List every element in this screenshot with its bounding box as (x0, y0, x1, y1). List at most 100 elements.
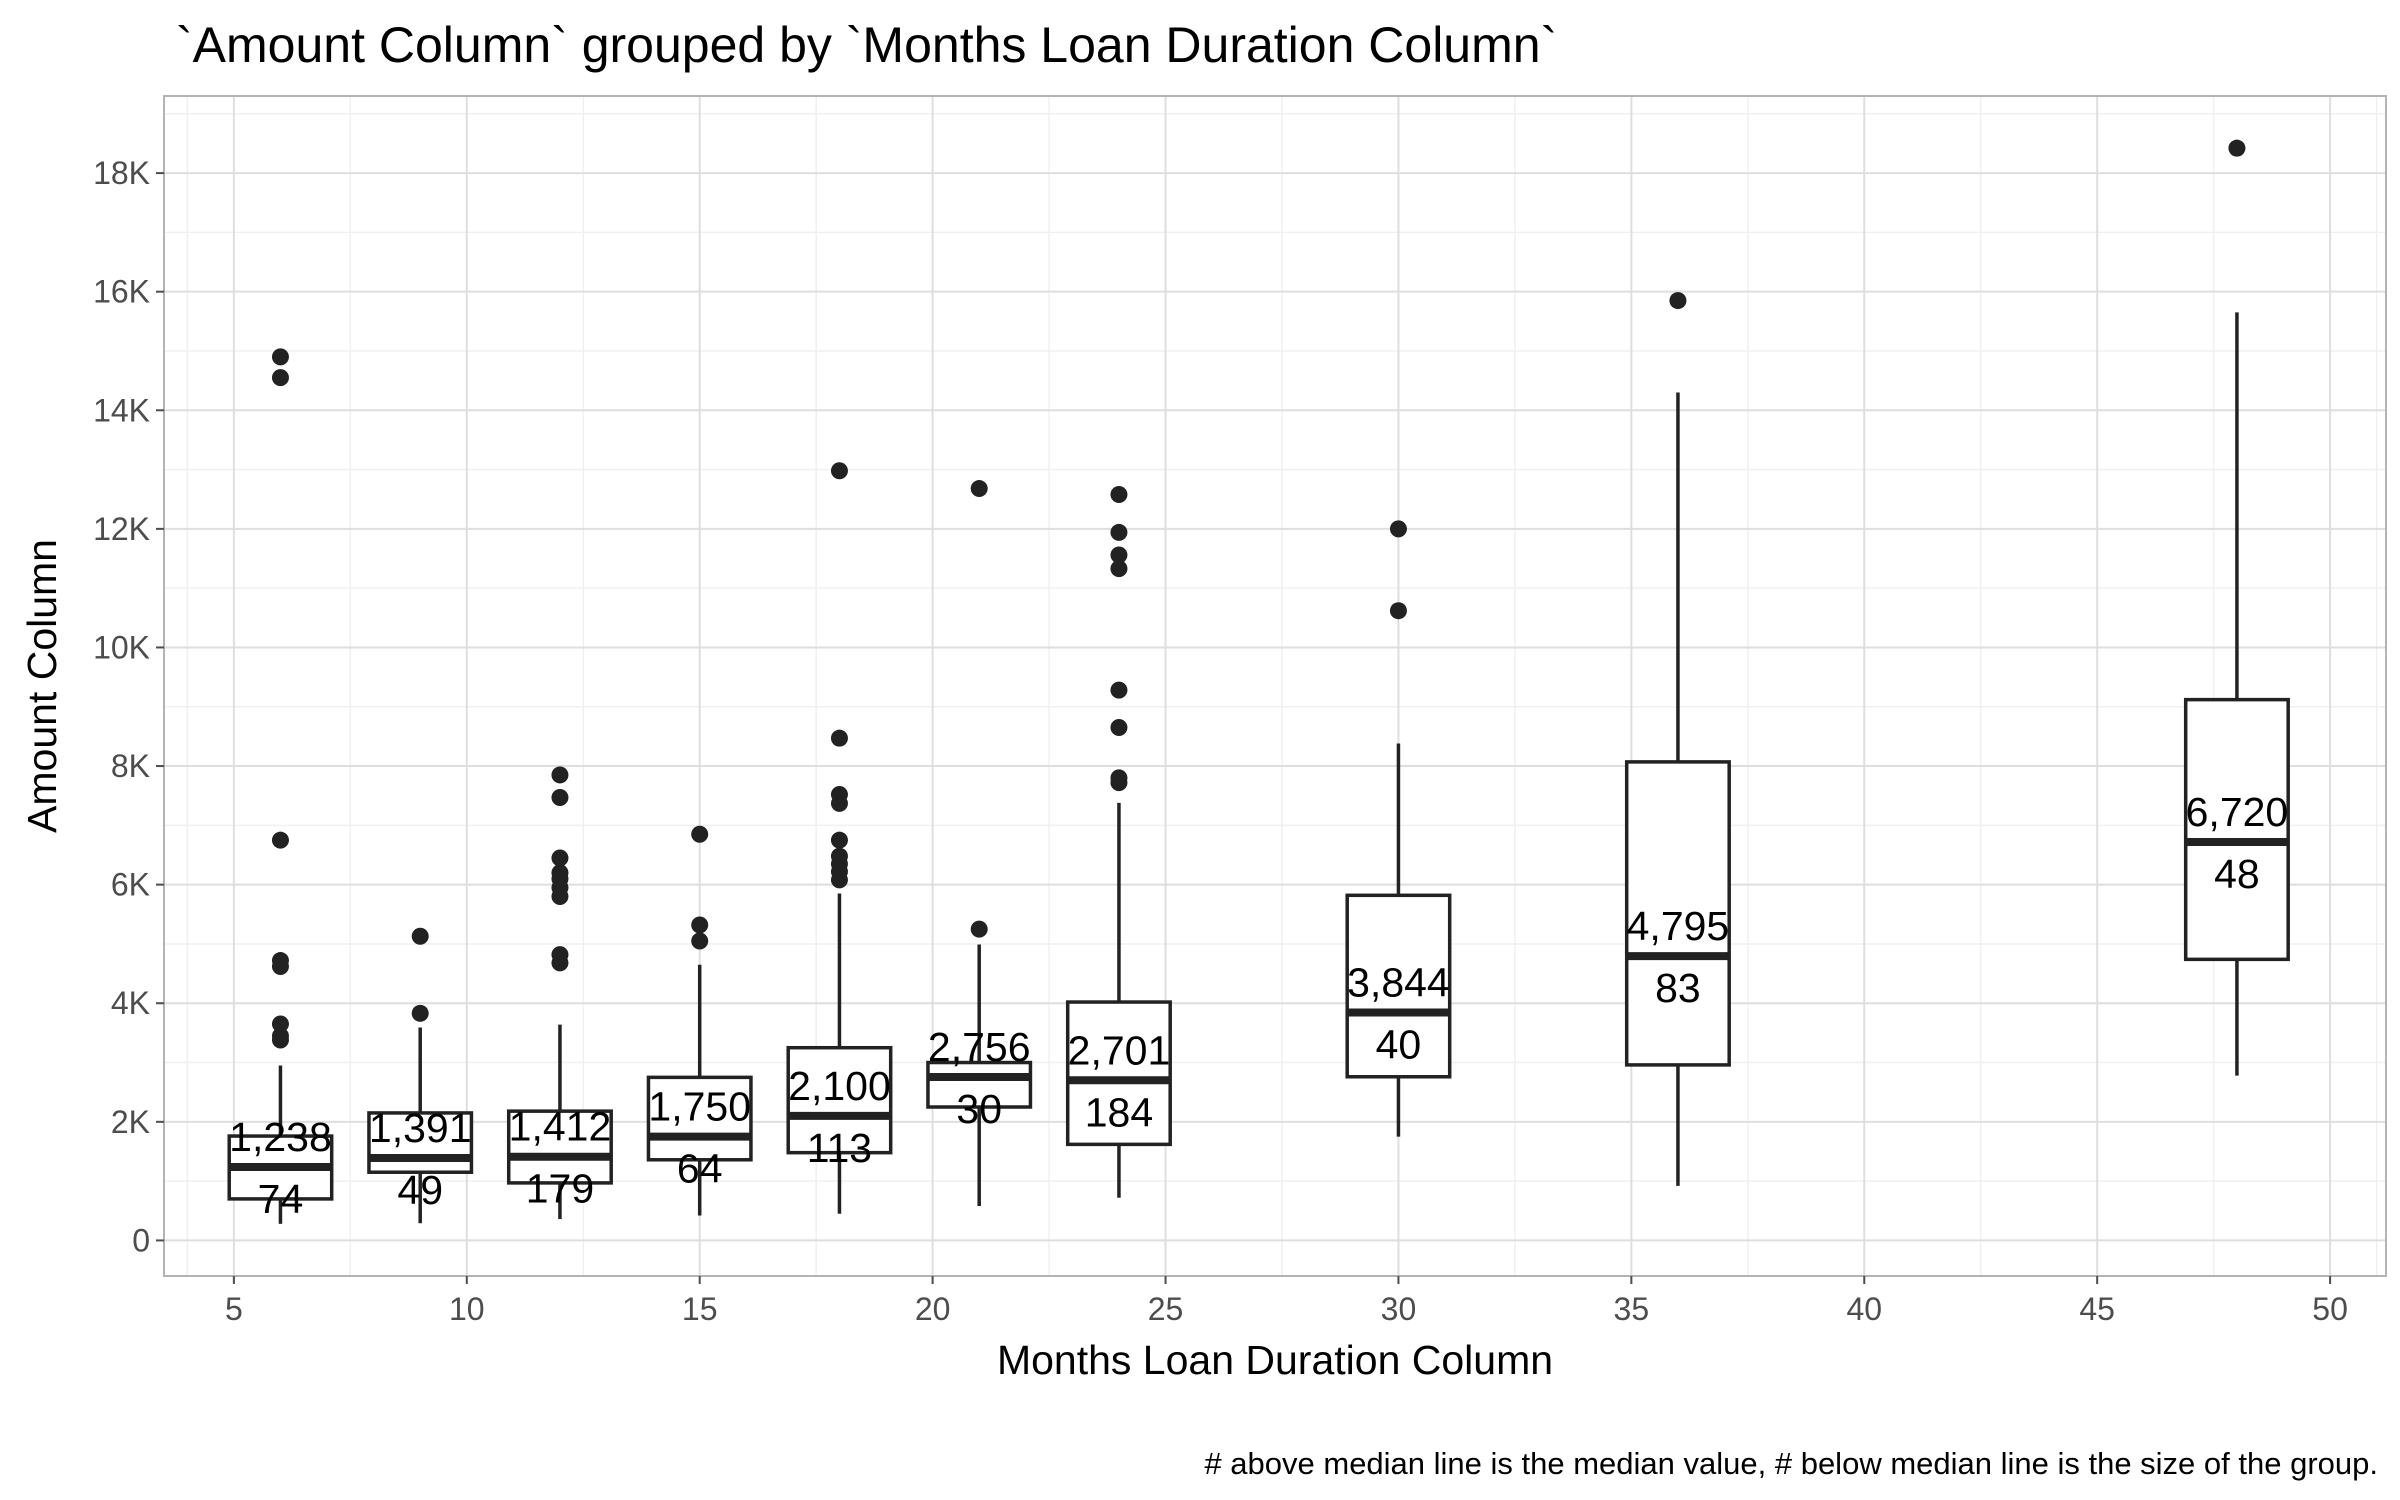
box-iqr (2183, 697, 2290, 962)
plot-panel-background (164, 96, 2386, 1276)
x-tick-label: 15 (682, 1291, 718, 1327)
outlier-point (1389, 520, 1407, 538)
x-tick-label: 50 (2312, 1291, 2348, 1327)
y-tick-label: 0 (132, 1222, 150, 1258)
box-group (227, 348, 334, 1224)
outlier-point (830, 831, 848, 849)
box-iqr (506, 1109, 613, 1185)
median-value-label: 2,701 (1068, 1027, 1171, 1073)
x-tick-label: 35 (1614, 1291, 1650, 1327)
outlier-point (271, 1015, 289, 1033)
outlier-point (271, 952, 289, 970)
median-value-label: 2,756 (928, 1024, 1031, 1070)
box-iqr (1345, 893, 1452, 1079)
median-value-label: 1,412 (509, 1104, 612, 1150)
box-group (786, 462, 893, 1214)
median-value-label: 4,795 (1627, 903, 1730, 949)
box-iqr (926, 1060, 1033, 1109)
median-value-label: 2,100 (788, 1063, 891, 1109)
outlier-point (1110, 523, 1128, 541)
outlier-point (691, 916, 709, 934)
median-value-label: 1,391 (369, 1105, 472, 1151)
chart-title: `Amount Column` grouped by `Months Loan … (176, 17, 1557, 73)
box-iqr (1624, 760, 1731, 1067)
outlier-point (830, 462, 848, 480)
y-tick-label: 6K (111, 867, 150, 903)
y-tick-label: 16K (93, 274, 150, 310)
y-tick-label: 8K (111, 748, 150, 784)
outlier-point (271, 369, 289, 387)
y-tick-label: 18K (93, 155, 150, 191)
box-iqr (367, 1111, 474, 1174)
outlier-point (271, 348, 289, 366)
box-group (646, 825, 753, 1216)
x-axis-ticks: 5 10 15 20 25 30 35 40 45 50 (225, 1276, 2348, 1327)
outlier-point (271, 1027, 289, 1045)
outlier-point (411, 927, 429, 945)
y-tick-label: 4K (111, 985, 150, 1021)
outlier-point (1110, 769, 1128, 787)
y-tick-label: 14K (93, 392, 150, 428)
box-group (926, 480, 1033, 1207)
outlier-point (551, 766, 569, 784)
group-size-label: 49 (397, 1167, 443, 1213)
outlier-point (551, 849, 569, 867)
box-group (1345, 520, 1452, 1137)
group-size-label: 40 (1376, 1021, 1422, 1067)
x-tick-label: 40 (1846, 1291, 1882, 1327)
y-axis-ticks: 0 2K 4K 6K 8K 10K 12K 14K 16K 18K (93, 155, 164, 1258)
plot-panel-border (163, 95, 2387, 1277)
outlier-point (691, 932, 709, 950)
x-tick-label: 30 (1381, 1291, 1417, 1327)
group-size-label: 113 (807, 1125, 872, 1171)
median-value-label: 1,750 (648, 1084, 751, 1130)
median-value-label: 1,238 (229, 1114, 332, 1160)
group-size-label: 83 (1655, 965, 1701, 1011)
outlier-point (1110, 719, 1128, 737)
major-gridlines (164, 96, 2386, 1276)
x-tick-label: 5 (225, 1291, 243, 1327)
group-size-label: 184 (1085, 1089, 1153, 1135)
box-iqr (646, 1075, 753, 1162)
box-labels: 1,238 74 1,391 49 1,412 179 1,750 64 2,100 113 2,7… (229, 789, 2288, 1222)
x-axis-title: Months Loan Duration Column (997, 1337, 1553, 1383)
outlier-point (2228, 139, 2246, 157)
outlier-point (271, 831, 289, 849)
box-group (506, 766, 613, 1220)
median-value-label: 3,844 (1347, 959, 1450, 1005)
chart-caption: # above median line is the median value,… (1204, 1446, 2378, 1481)
box-iqr (1065, 1000, 1172, 1147)
group-size-label: 30 (956, 1086, 1002, 1132)
outlier-point (830, 729, 848, 747)
y-axis-title: Amount Column (19, 539, 65, 833)
outlier-point (1110, 560, 1128, 578)
y-tick-label: 2K (111, 1104, 150, 1140)
outlier-point (970, 920, 988, 938)
box-group (367, 927, 474, 1224)
outlier-point (1389, 602, 1407, 620)
outlier-point (830, 847, 848, 865)
outlier-point (1110, 681, 1128, 699)
group-size-label: 74 (258, 1176, 304, 1222)
box-groups (227, 139, 2290, 1224)
x-tick-label: 20 (915, 1291, 951, 1327)
y-tick-label: 10K (93, 629, 150, 665)
median-value-label: 6,720 (2186, 789, 2289, 835)
y-tick-label: 12K (93, 511, 150, 547)
box-group (1065, 485, 1172, 1198)
outlier-point (1669, 292, 1687, 310)
outlier-point (691, 825, 709, 843)
outlier-point (970, 480, 988, 498)
x-tick-label: 25 (1148, 1291, 1184, 1327)
box-iqr (786, 1045, 893, 1155)
x-tick-label: 10 (449, 1291, 485, 1327)
outlier-point (411, 1004, 429, 1022)
box-group (1624, 292, 1731, 1186)
group-size-label: 64 (677, 1146, 723, 1192)
outlier-point (551, 788, 569, 806)
x-tick-label: 45 (2079, 1291, 2115, 1327)
outlier-point (551, 946, 569, 964)
outlier-point (551, 864, 569, 882)
box-group (2183, 139, 2290, 1076)
